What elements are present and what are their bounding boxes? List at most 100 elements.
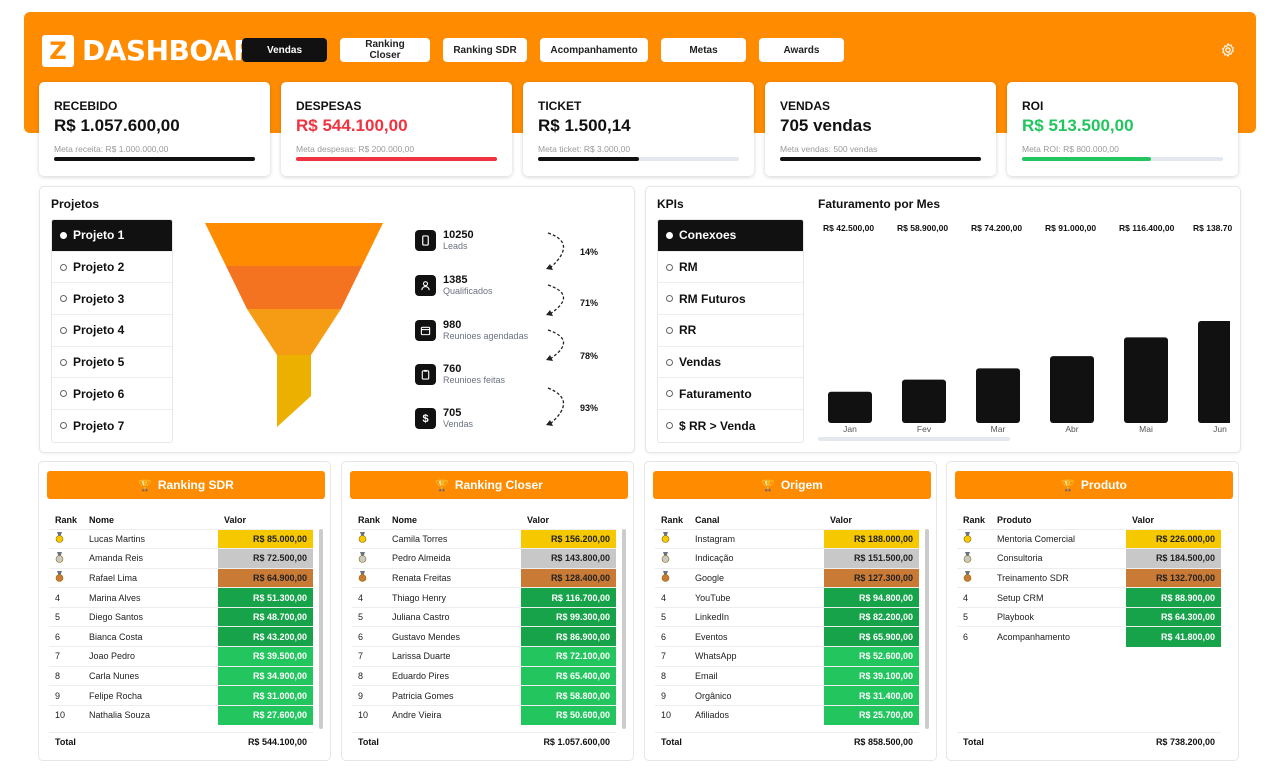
tab-ranking-closer[interactable]: Ranking Closer: [340, 38, 430, 62]
kpi-item-7[interactable]: $ RR > Venda: [658, 410, 803, 442]
table-row[interactable]: 5 Playbook R$ 64.300,00: [957, 606, 1221, 627]
bar-value-label: R$ 42.500,00: [823, 223, 875, 233]
progress-fill: [1022, 157, 1151, 161]
table-row[interactable]: 6 Gustavo Mendes R$ 86.900,00: [352, 626, 616, 647]
table-row[interactable]: Renata Freitas R$ 128.400,00: [352, 567, 616, 588]
value-cell: R$ 72.500,00: [218, 548, 313, 569]
ranking-header: 🏆 Origem: [653, 471, 931, 499]
table-row[interactable]: 6 Eventos R$ 65.900,00: [655, 626, 919, 647]
table-scrollbar[interactable]: [622, 529, 626, 729]
progress-fill: [538, 157, 639, 161]
value-cell: R$ 86.900,00: [521, 626, 616, 647]
table-row[interactable]: 8 Email R$ 39.100,00: [655, 665, 919, 686]
table-row[interactable]: Instagram R$ 188.000,00: [655, 528, 919, 549]
chart-scrollbar[interactable]: [818, 437, 1010, 441]
project-item-4[interactable]: Projeto 4: [52, 315, 172, 347]
bar-jun[interactable]: [1198, 321, 1230, 423]
table-row[interactable]: Amanda Reis R$ 72.500,00: [49, 548, 313, 569]
table-scrollbar[interactable]: [319, 529, 323, 729]
project-item-1[interactable]: Projeto 1: [52, 220, 172, 252]
table-row[interactable]: 5 Diego Santos R$ 48.700,00: [49, 606, 313, 627]
table-row[interactable]: 7 Joao Pedro R$ 39.500,00: [49, 646, 313, 667]
trophy-icon: 🏆: [435, 479, 449, 492]
table-row[interactable]: 10 Nathalia Souza R$ 27.600,00: [49, 704, 313, 725]
table-row[interactable]: Camila Torres R$ 156.200,00: [352, 528, 616, 549]
tab-vendas[interactable]: Vendas: [242, 38, 327, 62]
tab-acompanhamento[interactable]: Acompanhamento: [540, 38, 648, 62]
gear-icon[interactable]: [1220, 42, 1236, 58]
table-row[interactable]: 7 WhatsApp R$ 52.600,00: [655, 646, 919, 667]
table-row[interactable]: 7 Larissa Duarte R$ 72.100,00: [352, 646, 616, 667]
table-row[interactable]: 4 Thiago Henry R$ 116.700,00: [352, 587, 616, 608]
radio-dot-icon: [60, 295, 67, 303]
rank-cell: [352, 567, 386, 588]
medal-icon: [661, 571, 670, 583]
table-row[interactable]: Lucas Martins R$ 85.000,00: [49, 528, 313, 549]
projetos-title: Projetos: [51, 197, 100, 211]
bar-mai[interactable]: [1124, 337, 1168, 423]
tab-ranking-sdr[interactable]: Ranking SDR: [443, 38, 527, 62]
tab-awards[interactable]: Awards: [759, 38, 844, 62]
rank-cell: 4: [957, 587, 991, 608]
name-cell: YouTube: [689, 587, 824, 608]
project-item-2[interactable]: Projeto 2: [52, 252, 172, 284]
column-header: Canal: [695, 514, 720, 525]
rank-cell: 10: [655, 704, 689, 725]
kpi-item-5[interactable]: Vendas: [658, 347, 803, 379]
table-row[interactable]: 5 LinkedIn R$ 82.200,00: [655, 606, 919, 627]
table-row[interactable]: Indicação R$ 151.500,00: [655, 548, 919, 569]
table-row[interactable]: Mentoria Comercial R$ 226.000,00: [957, 528, 1221, 549]
kpi-item-3[interactable]: RM Futuros: [658, 283, 803, 316]
table-row[interactable]: 9 Patricia Gomes R$ 58.800,00: [352, 685, 616, 706]
total-label: Total: [661, 737, 682, 747]
card-meta: Meta despesas: R$ 200.000,00: [296, 144, 415, 154]
radio-dot-icon: [666, 263, 673, 271]
table-row[interactable]: 9 Orgânico R$ 31.400,00: [655, 685, 919, 706]
table-row[interactable]: 10 Afiliados R$ 25.700,00: [655, 704, 919, 725]
bar-mar[interactable]: [976, 368, 1020, 423]
project-item-5[interactable]: Projeto 5: [52, 347, 172, 379]
table-row[interactable]: 4 YouTube R$ 94.800,00: [655, 587, 919, 608]
table-row[interactable]: Treinamento SDR R$ 132.700,00: [957, 567, 1221, 588]
kpi-item-1[interactable]: Conexoes: [658, 220, 803, 252]
table-row[interactable]: Rafael Lima R$ 64.900,00: [49, 567, 313, 588]
trophy-icon: 🏆: [1061, 479, 1075, 492]
name-cell: Nathalia Souza: [83, 704, 218, 725]
progress-bar: [54, 157, 255, 161]
table-row[interactable]: 6 Bianca Costa R$ 43.200,00: [49, 626, 313, 647]
table-row[interactable]: 4 Marina Alves R$ 51.300,00: [49, 587, 313, 608]
table-header-row: Rank Nome Valor: [49, 511, 313, 529]
table-scrollbar[interactable]: [925, 529, 929, 729]
table-row[interactable]: 8 Eduardo Pires R$ 65.400,00: [352, 665, 616, 686]
rank-cell: 5: [655, 606, 689, 627]
table-row[interactable]: 6 Acompanhamento R$ 41.800,00: [957, 626, 1221, 647]
project-item-6[interactable]: Projeto 6: [52, 378, 172, 411]
total-row: Total R$ 544.100,00: [49, 732, 313, 747]
kpi-item-4[interactable]: RR: [658, 315, 803, 347]
table-row[interactable]: Consultoria R$ 184.500,00: [957, 548, 1221, 569]
project-item-3[interactable]: Projeto 3: [52, 283, 172, 316]
bar-abr[interactable]: [1050, 356, 1094, 423]
table-row[interactable]: Pedro Almeida R$ 143.800,00: [352, 548, 616, 569]
project-item-label: Projeto 7: [73, 418, 125, 433]
bar-jan[interactable]: [828, 391, 872, 423]
table-row[interactable]: 8 Carla Nunes R$ 34.900,00: [49, 665, 313, 686]
value-cell: R$ 99.300,00: [521, 606, 616, 627]
table-row[interactable]: 9 Felipe Rocha R$ 31.000,00: [49, 685, 313, 706]
kpi-item-label: Vendas: [679, 355, 722, 370]
rank-cell: 6: [352, 626, 386, 647]
kpi-item-6[interactable]: Faturamento: [658, 378, 803, 411]
name-cell: Patricia Gomes: [386, 685, 521, 706]
bar-fev[interactable]: [902, 379, 946, 423]
project-item-7[interactable]: Projeto 7: [52, 410, 172, 442]
table-row[interactable]: Google R$ 127.300,00: [655, 567, 919, 588]
value-cell: R$ 39.100,00: [824, 665, 919, 686]
table-row[interactable]: 10 Andre Vieira R$ 50.600,00: [352, 704, 616, 725]
tab-metas[interactable]: Metas: [661, 38, 746, 62]
kpi-item-2[interactable]: RM: [658, 252, 803, 284]
revenue-chart: Jan Fev Mar Abr Mai Jun: [818, 221, 1230, 443]
table-row[interactable]: 5 Juliana Castro R$ 99.300,00: [352, 606, 616, 627]
rank-cell: 9: [352, 685, 386, 706]
table-row[interactable]: 4 Setup CRM R$ 88.900,00: [957, 587, 1221, 608]
arrow-curve: [547, 329, 565, 360]
